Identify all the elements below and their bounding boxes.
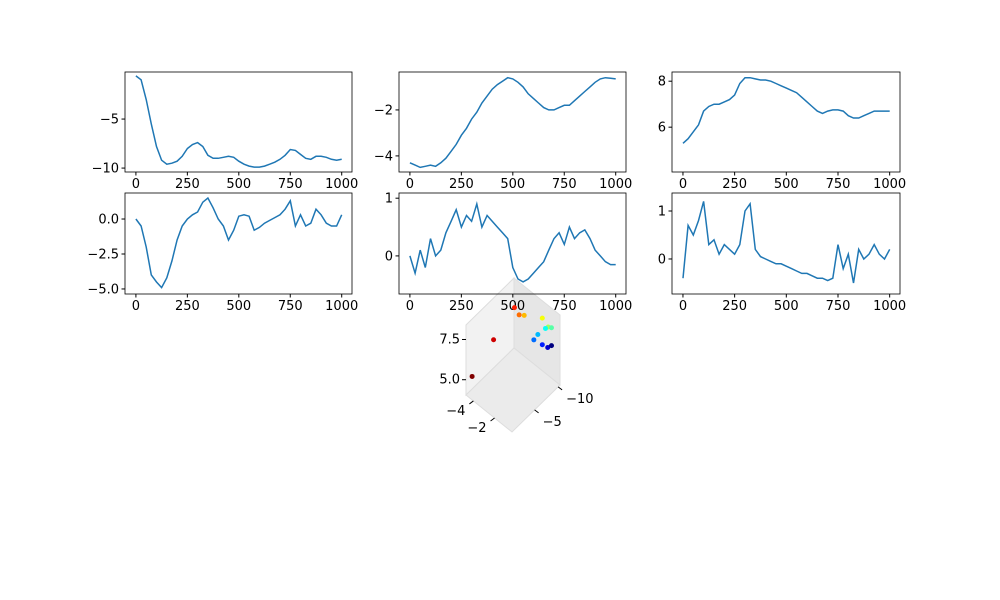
x-tick-label: 0	[406, 177, 414, 192]
axes-frame	[398, 71, 627, 173]
x-tick-label: 750	[552, 177, 577, 192]
y-tick-label: −5	[100, 113, 119, 128]
x-tick-label: 500	[774, 177, 799, 192]
x-tick-label: 1000	[325, 177, 358, 192]
y-tick-label: 1	[385, 192, 393, 207]
y-tick-label: 0.0	[98, 213, 119, 228]
point	[548, 343, 554, 349]
x-tick-label: 0	[132, 299, 140, 314]
y-tick-label: −10	[92, 162, 119, 177]
y-tick-label: 1	[658, 204, 666, 219]
line	[135, 196, 343, 289]
x-tick-label: 0	[132, 177, 140, 192]
x-tick-label: 1000	[873, 177, 906, 192]
axes-frame	[398, 192, 627, 295]
y-tick-label: 0	[385, 249, 393, 264]
y-tick-label: 6	[658, 121, 666, 136]
x-tick-label: −4	[446, 404, 465, 419]
axes-frame	[671, 192, 901, 295]
x-tick-label: 250	[722, 177, 747, 192]
x-tick-label: 750	[278, 299, 303, 314]
point	[545, 345, 551, 351]
line	[682, 201, 891, 284]
x-tick-label: 500	[500, 177, 525, 192]
axes-frame	[671, 71, 901, 173]
y-tick-label: −10	[566, 392, 593, 407]
x-tick-label: 750	[278, 177, 303, 192]
x-tick-label: 250	[722, 299, 747, 314]
x-tick-label: 500	[226, 299, 251, 314]
y-tick-label: −5.0	[87, 282, 119, 297]
x-tick-label: 500	[226, 177, 251, 192]
point	[531, 337, 537, 343]
x-tick-label: 0	[406, 299, 414, 314]
x-tick	[490, 417, 495, 422]
x-tick-label: 0	[679, 299, 687, 314]
y-tick-label: −2	[374, 103, 393, 118]
x-tick-label: −2	[467, 421, 486, 436]
y-tick-label: −4	[374, 149, 393, 164]
point	[511, 305, 517, 311]
point	[469, 373, 475, 379]
point	[548, 325, 554, 331]
point	[491, 337, 497, 343]
point	[516, 312, 522, 318]
y-tick-label: 0	[658, 252, 666, 267]
y-tick-label: −5	[543, 415, 562, 430]
x-tick-label: 1000	[873, 299, 906, 314]
x-tick-label: 750	[826, 177, 851, 192]
y-tick-label: 8	[658, 75, 666, 90]
z-tick-label: 5.0	[439, 373, 460, 388]
line	[409, 76, 616, 169]
y-tick	[557, 386, 563, 391]
line	[135, 75, 342, 168]
line	[682, 76, 890, 144]
z-tick-label: 7.5	[439, 332, 460, 347]
axes-frame	[124, 71, 353, 173]
x-tick-label: 750	[826, 299, 851, 314]
x-tick-label: 1000	[325, 299, 358, 314]
point	[535, 332, 541, 338]
line	[409, 201, 616, 283]
x-tick-label: 750	[552, 299, 577, 314]
x-tick-label: 1000	[599, 177, 632, 192]
point	[542, 325, 548, 331]
y-tick-label: −2.5	[87, 247, 119, 262]
point	[539, 342, 545, 348]
x-tick-label: 250	[175, 177, 200, 192]
pane	[465, 347, 561, 433]
x-tick-label: 250	[449, 177, 474, 192]
x-tick	[469, 400, 474, 405]
x-tick-label: 0	[679, 177, 687, 192]
x-tick-label: 500	[774, 299, 799, 314]
x-tick-label: 1000	[599, 299, 632, 314]
point	[539, 315, 545, 321]
point	[521, 312, 527, 318]
axes-frame	[124, 192, 353, 295]
x-tick-label: 250	[449, 299, 474, 314]
x-tick-label: 250	[175, 299, 200, 314]
y-tick	[534, 409, 539, 414]
